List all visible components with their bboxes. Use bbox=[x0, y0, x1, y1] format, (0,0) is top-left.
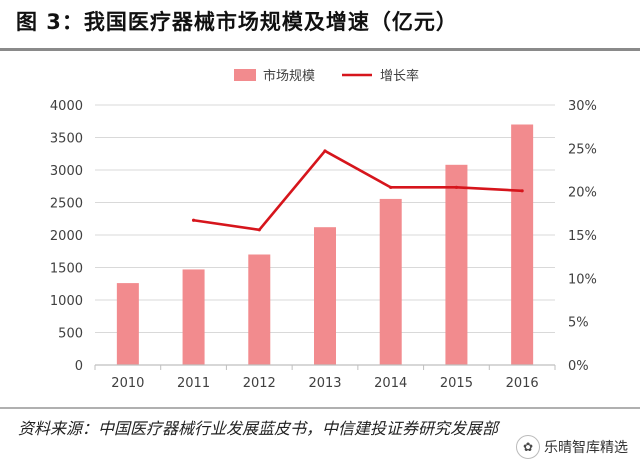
x-tick-label: 2013 bbox=[308, 376, 341, 391]
x-tick-label: 2016 bbox=[506, 376, 539, 391]
y-tick-label: 2000 bbox=[50, 229, 83, 244]
figure-title: 图 3：我国医疗器械市场规模及增速（亿元） bbox=[16, 10, 458, 34]
y-tick-label: 3000 bbox=[50, 164, 83, 179]
y2-tick-label: 0% bbox=[568, 359, 589, 374]
y2-tick-label: 30% bbox=[568, 99, 597, 114]
watermark: ✿ 乐晴智库精选 bbox=[512, 433, 634, 461]
axes: 0 500 1000 1500 2000 2500 3000 3500 4000 0% 5% 10% 1… bbox=[50, 99, 597, 391]
y2-tick-label: 10% bbox=[568, 272, 597, 287]
bar bbox=[379, 198, 402, 365]
x-tick-label: 2015 bbox=[440, 376, 473, 391]
line-series bbox=[191, 149, 524, 232]
bar bbox=[182, 269, 205, 365]
line-point bbox=[191, 218, 196, 222]
x-tick-label: 2011 bbox=[177, 376, 210, 391]
x-tick-label: 2014 bbox=[374, 376, 407, 391]
y-tick-label: 0 bbox=[75, 359, 83, 374]
line-point bbox=[454, 185, 459, 189]
y-tick-label: 1000 bbox=[50, 294, 83, 309]
y2-tick-label: 25% bbox=[568, 142, 597, 157]
line-point bbox=[257, 228, 261, 232]
y-tick-label: 1500 bbox=[50, 262, 83, 277]
y-tick-label: 2500 bbox=[50, 197, 83, 212]
x-tick-label: 2012 bbox=[243, 376, 276, 391]
bar bbox=[116, 283, 139, 365]
x-tick-label: 2010 bbox=[111, 376, 144, 391]
bar-series bbox=[116, 124, 534, 365]
chart: 0 500 1000 1500 2000 2500 3000 3500 4000 0% 5% 10% 1… bbox=[50, 68, 597, 391]
legend: 市场规模 增长率 bbox=[234, 68, 419, 84]
title-divider bbox=[0, 48, 640, 51]
y-tick-label: 3500 bbox=[50, 132, 83, 147]
bar bbox=[248, 254, 271, 365]
legend-swatch-bar bbox=[234, 69, 256, 81]
watermark-label: 乐晴智库精选 bbox=[544, 440, 628, 456]
y2-tick-label: 5% bbox=[568, 316, 589, 331]
y-tick-label: 4000 bbox=[50, 99, 83, 114]
source-divider bbox=[0, 407, 640, 409]
y-tick-label: 500 bbox=[58, 327, 83, 342]
bar bbox=[314, 227, 336, 365]
line-point bbox=[389, 185, 393, 189]
y2-tick-label: 15% bbox=[568, 229, 597, 244]
legend-label-bar: 市场规模 bbox=[263, 68, 315, 84]
bar bbox=[511, 124, 534, 365]
line-point bbox=[323, 149, 327, 153]
source-note: 资料来源：中国医疗器械行业发展蓝皮书，中信建投证券研究发展部 bbox=[18, 419, 499, 438]
line-point bbox=[520, 189, 524, 193]
y2-tick-label: 20% bbox=[568, 186, 597, 201]
wechat-logo-icon: ✿ bbox=[516, 435, 540, 459]
line-path bbox=[193, 149, 523, 232]
bar bbox=[445, 164, 468, 365]
legend-label-line: 增长率 bbox=[380, 68, 419, 84]
